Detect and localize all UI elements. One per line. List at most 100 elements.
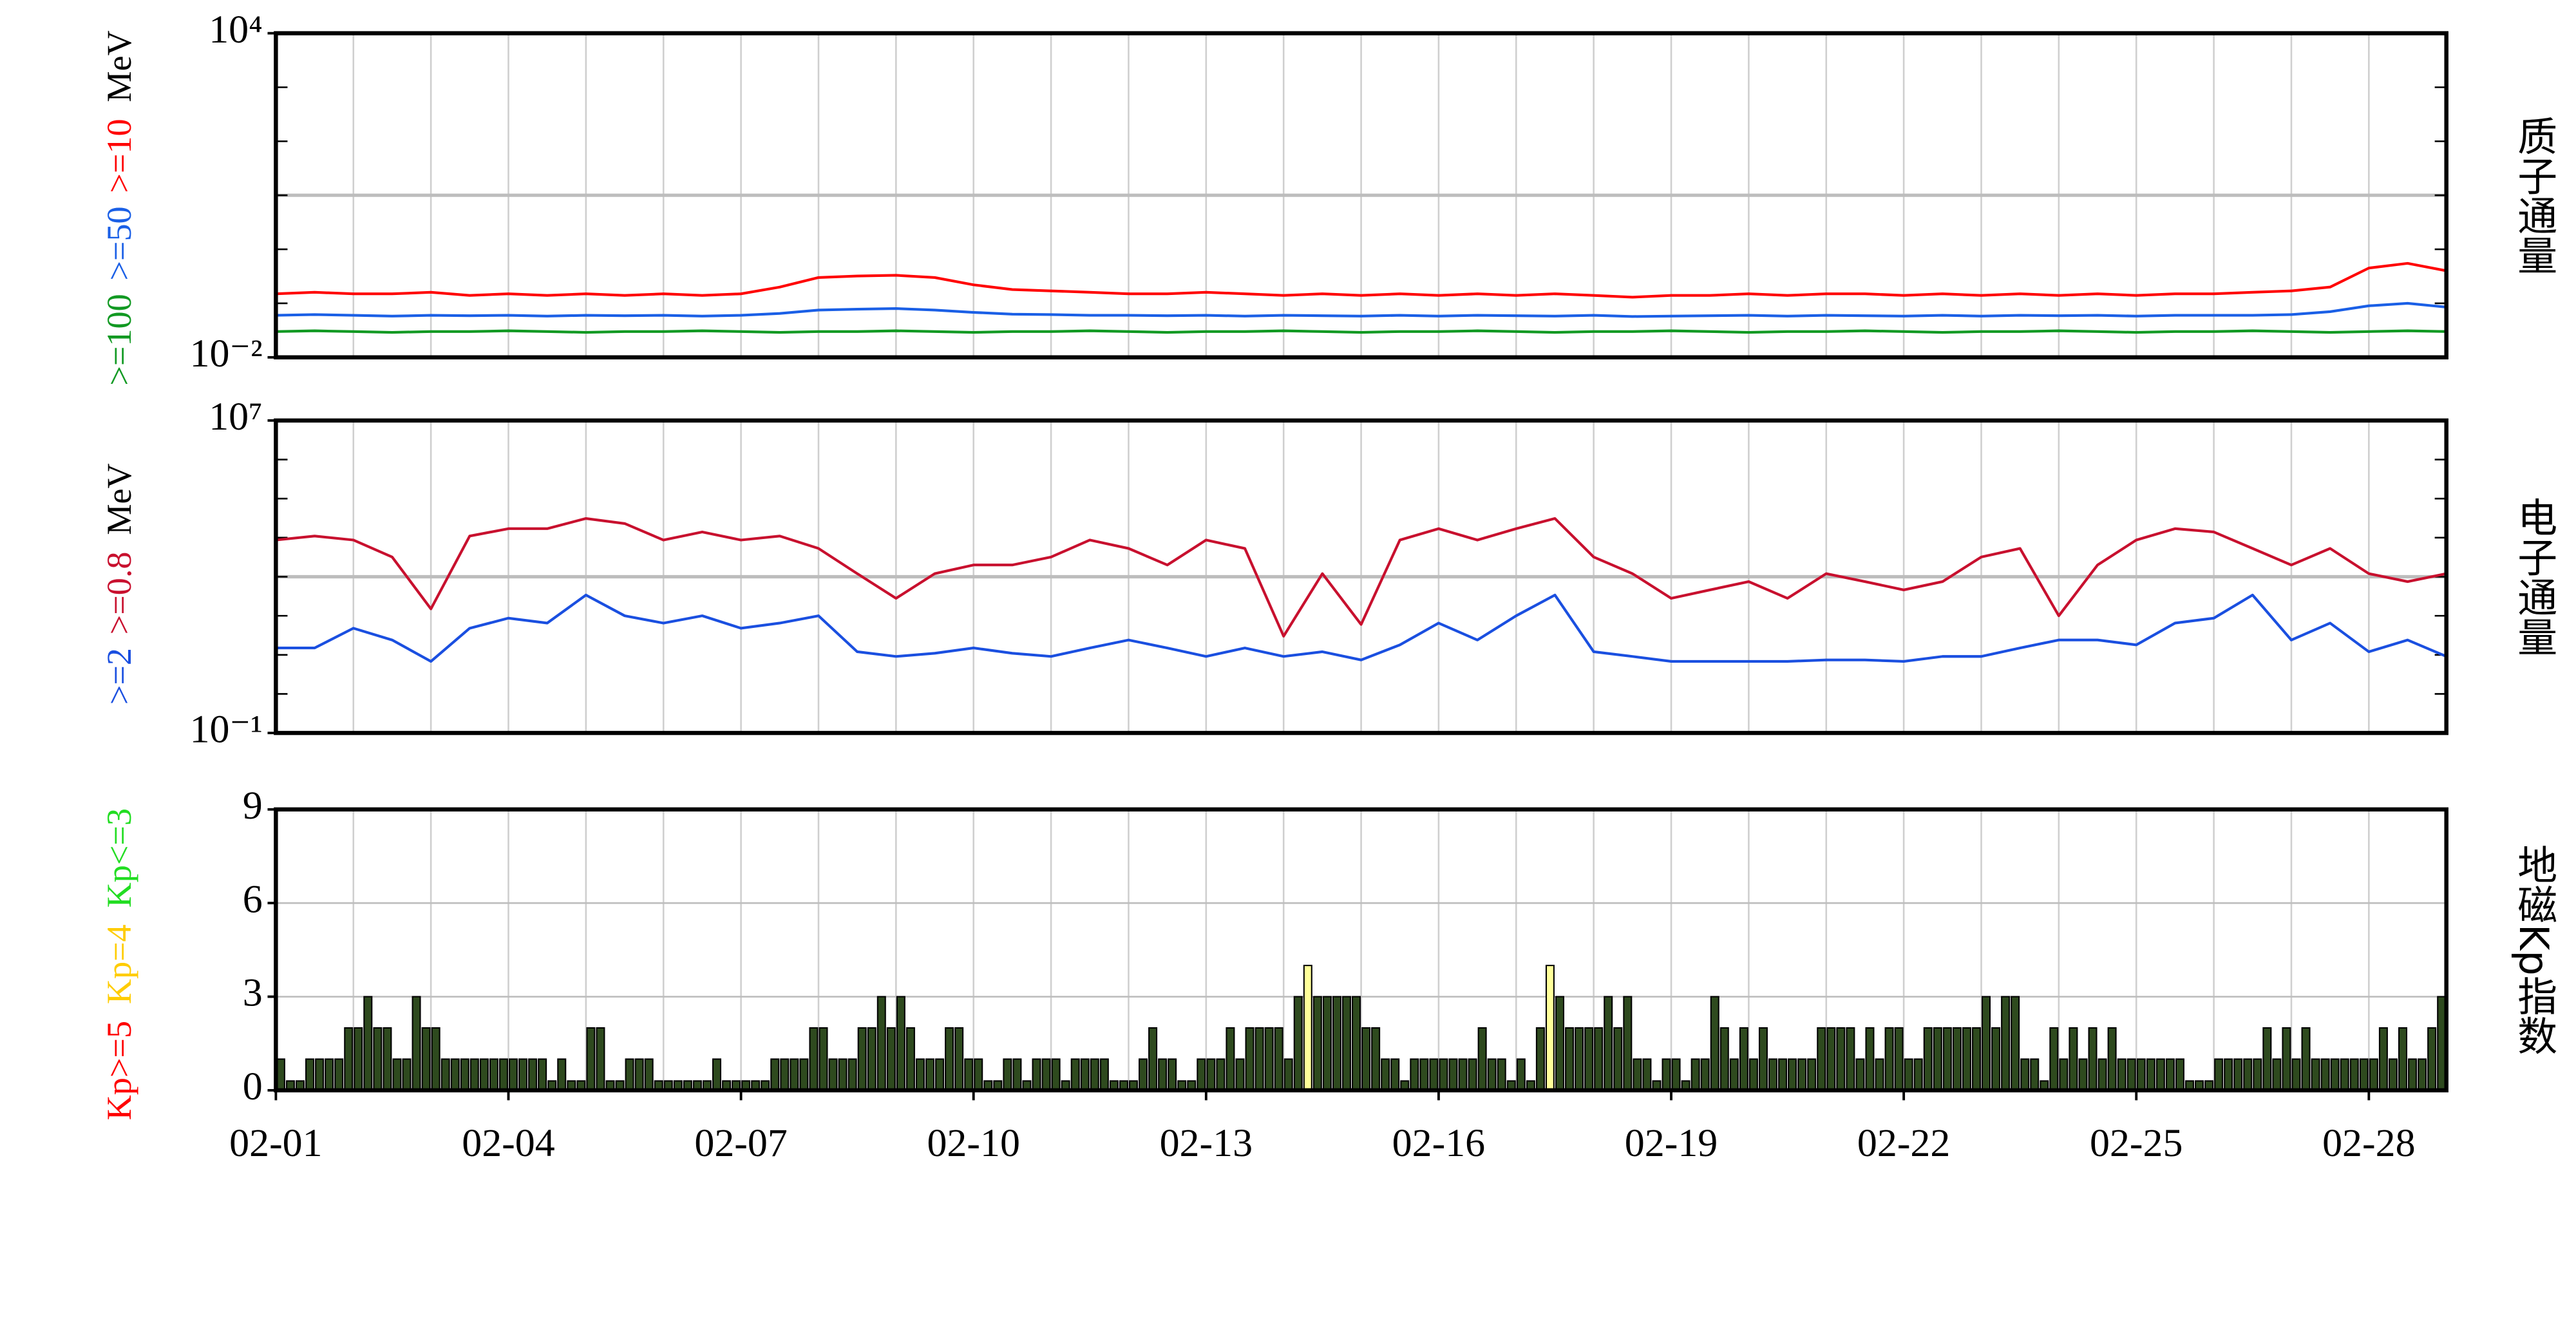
kp-bar	[2282, 1027, 2291, 1091]
kp-bar	[799, 1058, 809, 1091]
kp-bar	[1487, 1058, 1497, 1091]
kp-bar	[625, 1058, 634, 1091]
series-line	[276, 593, 2447, 663]
kp-bar	[498, 1058, 508, 1091]
kp-bar	[945, 1027, 954, 1091]
kp-bar	[1477, 1027, 1487, 1091]
kp-bar	[1623, 996, 1633, 1091]
legend-entry: Kp=4	[100, 924, 138, 1004]
kp-bar	[1099, 1058, 1109, 1091]
y-tick-label: 10⁻²	[190, 332, 263, 375]
kp-bar	[1662, 1058, 1671, 1091]
kp-bar	[964, 1058, 974, 1091]
series-line	[276, 301, 2447, 318]
kp-bar	[557, 1058, 567, 1091]
kp-bar	[974, 1058, 983, 1091]
kp-bar	[828, 1058, 838, 1091]
kp-bar	[925, 1058, 935, 1091]
kp-bar	[634, 1058, 644, 1091]
kp-bar	[1700, 1058, 1710, 1091]
kp-bar	[1032, 1058, 1041, 1091]
kp-bar	[790, 1058, 799, 1091]
kp-bar	[1148, 1027, 1158, 1091]
kp-bar	[1139, 1058, 1148, 1091]
kp-bar	[1575, 1027, 1584, 1091]
x-tick-label: 02-28	[2322, 1121, 2415, 1165]
kp-bar	[489, 1058, 498, 1091]
kp-bar	[2272, 1058, 2282, 1091]
kp-bar	[809, 1027, 819, 1091]
kp-bar	[450, 1058, 460, 1091]
kp-bar	[1933, 1027, 1942, 1091]
kp-bar	[1158, 1058, 1168, 1091]
kp-bar	[2378, 1027, 2388, 1091]
kp-bar	[954, 1027, 964, 1091]
kp-bar	[1216, 1058, 1226, 1091]
kp-bar	[1778, 1058, 1788, 1091]
kp-bar	[2165, 1058, 2175, 1091]
kp-bar	[2369, 1058, 2378, 1091]
kp-bar	[1865, 1027, 1875, 1091]
kp-bar	[2320, 1058, 2330, 1091]
kp-bar	[1332, 996, 1341, 1091]
kp-bar	[1283, 1058, 1293, 1091]
x-tick-label: 02-10	[927, 1121, 1019, 1165]
legend-entry: Kp>=5	[100, 1021, 138, 1120]
kp-bar	[876, 996, 886, 1091]
kp-bar	[2408, 1058, 2418, 1091]
series-legend: >=2 >=0.8 MeV	[100, 463, 138, 705]
kp-bar	[1352, 996, 1361, 1091]
kp-bar	[712, 1058, 721, 1091]
kp-bar	[1875, 1058, 1884, 1091]
kp-bar	[2388, 1058, 2398, 1091]
kp-bar	[344, 1027, 354, 1091]
kp-bar	[1226, 1027, 1235, 1091]
x-tick-label: 02-16	[1392, 1121, 1485, 1165]
kp-bar	[1322, 996, 1332, 1091]
kp-bar	[2330, 1058, 2340, 1091]
panel-title: 地磁Kp指数	[2510, 844, 2557, 1056]
x-tick-label: 02-07	[694, 1121, 787, 1165]
kp-bar	[431, 1027, 440, 1091]
kp-bar	[2107, 1027, 2117, 1091]
kp-bar	[2117, 1058, 2126, 1091]
kp-bar	[770, 1058, 780, 1091]
legend-entry: >=0.8	[100, 551, 138, 634]
kp-bar	[1826, 1027, 1836, 1091]
kp-bar	[1913, 1058, 1923, 1091]
kp-bar	[2301, 1027, 2311, 1091]
kp-bar	[2349, 1058, 2359, 1091]
kp-bar	[1719, 1027, 1729, 1091]
kp-bar	[479, 1058, 489, 1091]
kp-bar	[1758, 1027, 1768, 1091]
kp-bar	[2136, 1058, 2146, 1091]
kp-bar	[392, 1058, 402, 1091]
kp-bar	[1293, 996, 1303, 1091]
panel-title: 质子通量	[2510, 115, 2557, 275]
kp-bar	[886, 1027, 896, 1091]
kp-bar	[2146, 1058, 2155, 1091]
kp-bar	[857, 1027, 867, 1091]
kp-bar	[1729, 1058, 1739, 1091]
kp-bar	[1788, 1058, 1797, 1091]
kp-bar	[1341, 996, 1351, 1091]
kp-bar	[1468, 1058, 1477, 1091]
kp-bar	[1565, 1027, 1575, 1091]
kp-bar	[2059, 1058, 2069, 1091]
legend-entry: >=2	[100, 648, 138, 705]
plot-frame	[274, 31, 2448, 360]
kp-bar	[2030, 1058, 2040, 1091]
x-tick-label: 02-22	[1857, 1121, 1950, 1165]
kp-bar	[1206, 1058, 1216, 1091]
kp-bar	[1923, 1027, 1933, 1091]
kp-bar	[1439, 1058, 1448, 1091]
kp-bar	[1604, 996, 1613, 1091]
kp-bar	[334, 1058, 344, 1091]
kp-bar	[2011, 996, 2020, 1091]
y-tick-label: 10⁴	[209, 8, 263, 52]
kp-bar	[1003, 1058, 1012, 1091]
legend-entry: >=100	[100, 294, 138, 385]
kp-bar	[1545, 965, 1555, 1091]
kp-bar	[1361, 1027, 1371, 1091]
